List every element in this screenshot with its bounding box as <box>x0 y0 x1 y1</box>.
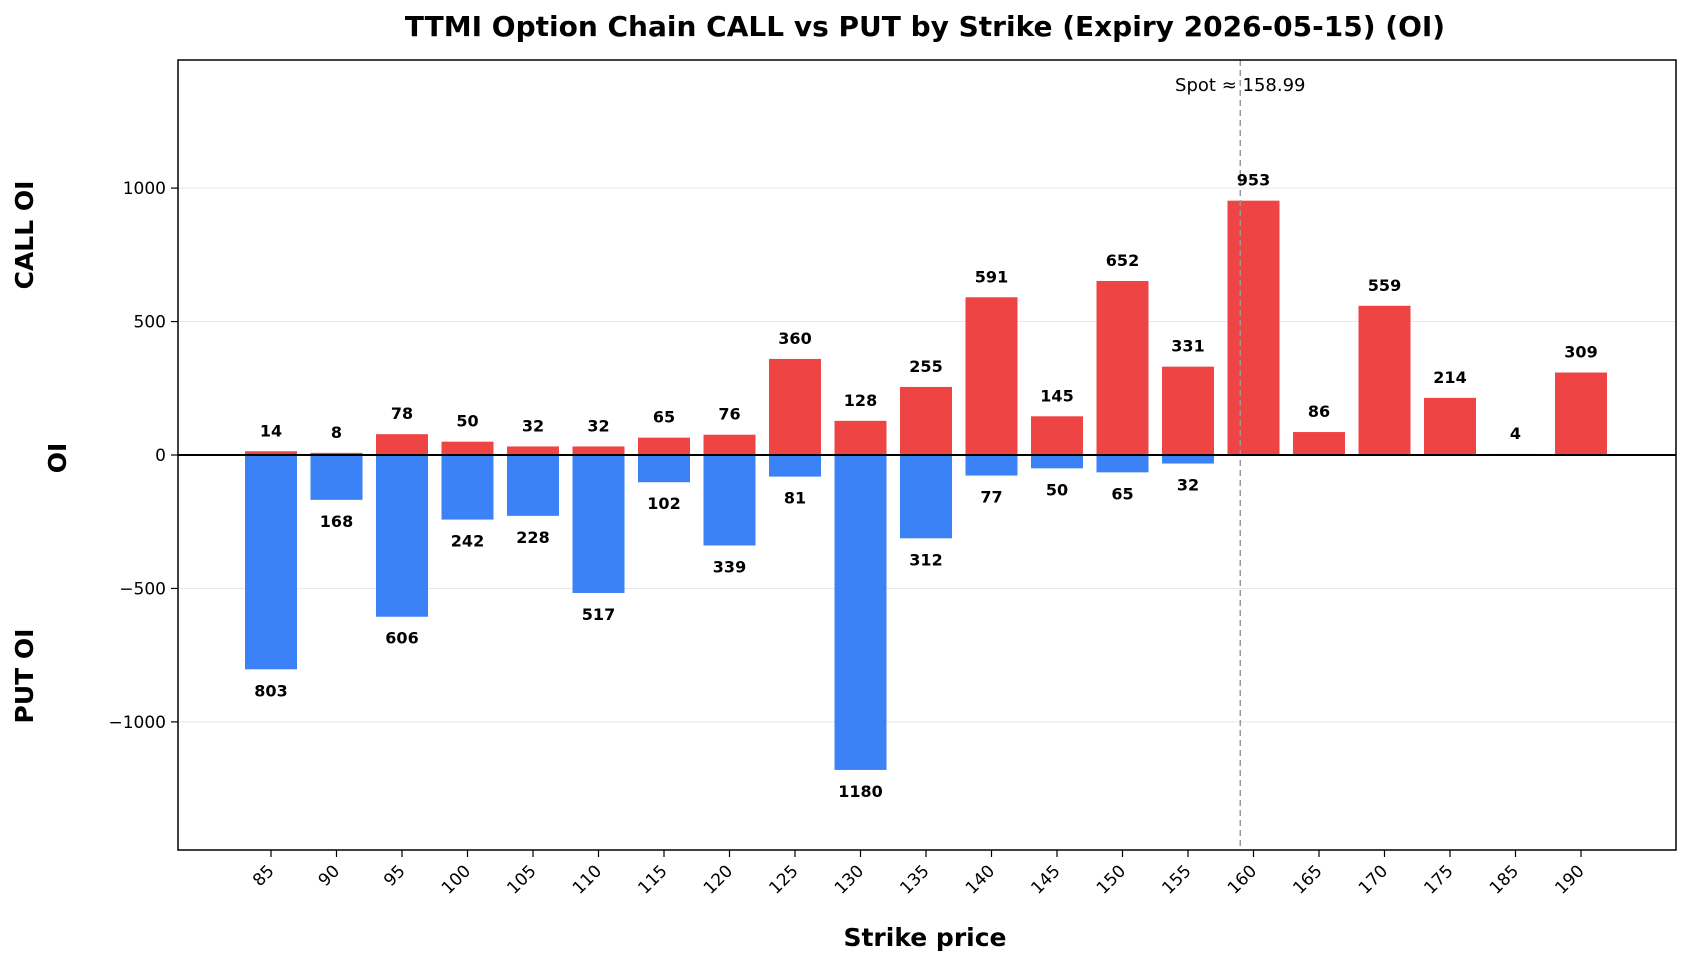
put-value-label: 803 <box>254 681 287 700</box>
call-value-label: 86 <box>1308 402 1330 421</box>
call-bar <box>1096 280 1149 455</box>
put-bar <box>572 455 625 593</box>
y-tick-label: −500 <box>119 579 166 599</box>
call-bar <box>1555 372 1607 455</box>
call-bar <box>1162 366 1214 455</box>
put-value-label: 1180 <box>838 782 883 801</box>
call-bar <box>310 452 363 455</box>
put-bar <box>245 455 297 670</box>
call-bar <box>834 420 887 455</box>
put-value-label: 168 <box>320 512 353 531</box>
spot-label: Spot ≈ 158.99 <box>1175 75 1305 96</box>
call-value-label: 65 <box>653 408 675 427</box>
put-bar <box>1031 455 1083 469</box>
put-bar <box>965 455 1018 476</box>
put-value-label: 102 <box>647 494 680 513</box>
put-value-label: 77 <box>980 488 1002 507</box>
call-value-label: 78 <box>391 404 413 423</box>
call-value-label: 559 <box>1368 276 1401 295</box>
call-bar <box>1424 397 1476 455</box>
put-value-label: 312 <box>909 550 942 569</box>
call-bar <box>703 434 756 455</box>
call-bar <box>1227 200 1280 455</box>
call-value-label: 331 <box>1171 337 1204 356</box>
call-bar <box>965 297 1018 455</box>
call-value-label: 145 <box>1040 386 1073 405</box>
put-bar <box>1162 455 1214 464</box>
call-value-label: 360 <box>778 329 811 348</box>
call-bar <box>1031 416 1083 455</box>
y-tick-label: −1000 <box>108 713 166 733</box>
call-bar <box>245 451 297 455</box>
call-value-label: 14 <box>260 421 282 440</box>
value-labels: 14 803 8 168 78 606 50 242 32 228 32 517 65 102 76 339 3… <box>254 171 1597 801</box>
put-bar <box>638 455 690 483</box>
call-bar <box>507 446 559 455</box>
y-axis-call-label: CALL OI <box>10 181 39 290</box>
call-value-label: 76 <box>718 405 740 424</box>
y-tick-label: 1000 <box>123 179 166 199</box>
put-bar <box>900 455 952 539</box>
put-value-label: 339 <box>713 557 746 576</box>
call-value-label: 32 <box>522 416 544 435</box>
call-bar <box>376 434 428 455</box>
put-value-label: 32 <box>1177 476 1199 495</box>
put-bar <box>441 455 494 520</box>
put-bar <box>310 455 363 500</box>
put-bar <box>1096 455 1149 473</box>
call-bar <box>1358 305 1411 455</box>
put-bar <box>703 455 756 546</box>
call-value-label: 652 <box>1106 251 1139 270</box>
put-bar <box>834 455 887 770</box>
call-value-label: 591 <box>975 267 1008 286</box>
call-bar <box>769 358 821 455</box>
put-value-label: 81 <box>784 489 806 508</box>
put-bar <box>376 455 428 617</box>
put-bar <box>507 455 559 516</box>
y-axis-put-label: PUT OI <box>10 629 39 724</box>
call-bar <box>900 386 952 455</box>
put-value-label: 517 <box>582 605 615 624</box>
bars <box>245 200 1607 770</box>
call-value-label: 309 <box>1564 343 1597 362</box>
call-value-label: 128 <box>844 391 877 410</box>
x-axis-title: Strike price <box>843 923 1006 952</box>
call-value-label: 953 <box>1237 171 1270 190</box>
y-axis-title: OI <box>43 443 72 474</box>
put-value-label: 50 <box>1046 480 1068 499</box>
put-value-label: 606 <box>385 629 418 648</box>
call-bar <box>572 446 625 455</box>
y-tick-label: 500 <box>134 313 166 333</box>
put-value-label: 65 <box>1111 484 1133 503</box>
put-value-label: 242 <box>451 532 484 551</box>
call-value-label: 255 <box>909 357 942 376</box>
y-tick-label: 0 <box>155 446 166 466</box>
put-value-label: 228 <box>516 528 549 547</box>
call-bar <box>441 441 494 455</box>
chart-title: TTMI Option Chain CALL vs PUT by Strike … <box>405 10 1445 43</box>
call-value-label: 32 <box>587 416 609 435</box>
call-value-label: 50 <box>456 412 478 431</box>
call-bar <box>638 437 690 455</box>
call-value-label: 4 <box>1510 424 1521 443</box>
put-bar <box>769 455 821 477</box>
call-bar <box>1293 432 1345 455</box>
call-value-label: 8 <box>331 423 342 442</box>
call-value-label: 214 <box>1433 368 1466 387</box>
y-axis-ticks: −1000 −500 0 500 1000 <box>108 179 178 733</box>
